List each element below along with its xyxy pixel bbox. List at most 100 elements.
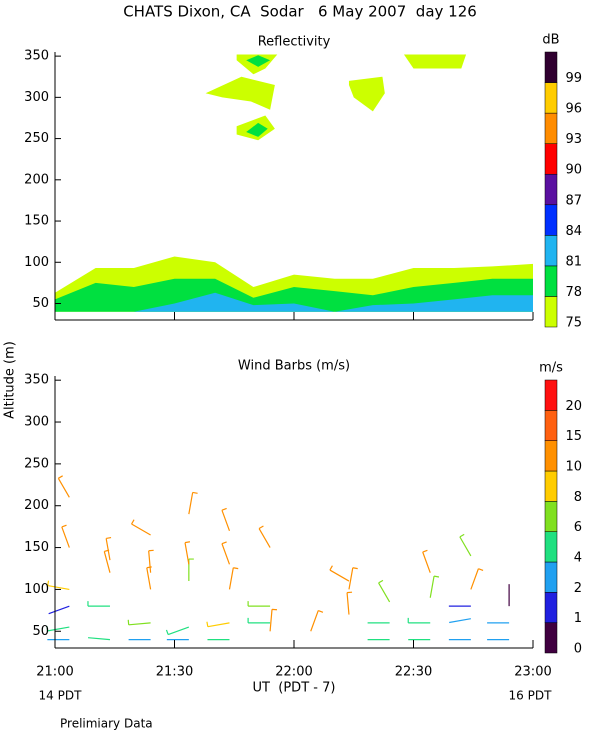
contour-region [246,122,268,137]
colorbar-label: dB [542,33,559,48]
contour-region [403,54,467,69]
colorbar-tick-label: 0 [574,642,582,657]
wind-barb [310,610,324,632]
wind-barb [188,558,194,582]
colorbar-box [544,440,558,472]
end-label: 16 PDT [509,689,553,703]
colorbar-label: m/s [539,361,563,376]
wind-barb [329,565,350,582]
x-tick-label: 21:30 [156,665,193,680]
y-tick-label: 150 [24,540,49,555]
wind-barb [429,575,440,598]
x-axis-label: UT (PDT - 7) [253,681,336,696]
wind-barb [258,525,271,548]
colorbar-box [544,501,558,532]
y-tick-label: 200 [24,172,49,187]
wind-barb [146,566,152,590]
wind-barb [131,519,151,536]
wind-barb [165,626,190,636]
colorbar-tick-label: 84 [565,224,582,239]
wind-barb [184,541,191,565]
x-tick-label: 21:00 [36,665,73,680]
wind-barb [206,621,230,628]
colorbar-tick-label: 90 [565,163,582,178]
wind-barb [148,549,154,573]
wind-barb [88,637,111,641]
contour-region [205,76,275,110]
contour-region [55,292,533,312]
wind-barb [228,567,239,590]
colorbar-tick-label: 8 [574,490,582,505]
wind-barb [48,605,70,615]
note: Prelimiary Data [60,717,153,731]
colorbar-box [544,112,558,144]
x-tick-label: 22:30 [395,665,432,680]
start-label: 14 PDT [39,689,83,703]
wind-barb [221,507,231,532]
colorbar-box [544,379,558,411]
colorbar-tick-label: 4 [574,551,582,566]
colorbar-tick-label: 93 [565,132,582,147]
wind-barb [247,601,271,607]
colorbar-tick-label: 87 [565,193,582,208]
colorbar-box [544,173,558,206]
colorbar-tick-label: 2 [574,581,582,596]
colorbar-box [544,265,558,297]
contour-region [246,55,271,67]
y-tick-label: 350 [24,373,49,388]
colorbar-box [544,622,558,654]
y-tick-label: 100 [24,582,49,597]
wind-barb [57,475,70,498]
contour-region [348,76,385,112]
colorbar-tick-label: 78 [565,285,582,300]
wind-barb [459,533,472,557]
wind-barb [127,619,151,626]
wind-barb [47,580,70,591]
wind-barb [407,617,431,624]
y-axis-label: Altitude (m) [3,341,18,419]
colorbar-box [544,235,558,267]
y-tick-label: 50 [32,624,49,639]
panel-title: Wind Barbs (m/s) [238,359,350,374]
wind-barb [221,541,231,565]
y-tick-label: 350 [24,49,49,64]
y-tick-label: 300 [24,415,49,430]
y-tick-label: 100 [24,255,49,270]
wind-barb [348,567,358,590]
panel-title: Reflectivity [258,35,331,50]
wind-barb [61,524,70,548]
x-tick-label: 22:00 [275,665,312,680]
wind-barb [470,568,484,590]
colorbar-box [544,592,558,623]
colorbar-box [544,470,558,502]
wind-barb [449,618,471,624]
colorbar-box [544,296,558,328]
colorbar-tick-label: 99 [565,71,582,86]
y-tick-label: 150 [24,214,49,229]
colorbar-box [544,531,558,563]
y-tick-label: 200 [24,498,49,513]
colorbar-tick-label: 81 [565,254,582,269]
colorbar-tick-label: 1 [574,611,582,626]
wind-barb [105,536,112,561]
colorbar-tick-label: 6 [574,520,582,535]
y-tick-label: 250 [24,456,49,471]
y-tick-label: 300 [24,90,49,105]
wind-barb [247,617,271,624]
colorbar-tick-label: 10 [565,460,582,475]
wind-barb [188,491,198,515]
wind-barb [269,608,278,632]
colorbar-tick-label: 75 [565,316,582,331]
y-tick-label: 50 [32,296,49,311]
wind-barb [378,579,391,603]
colorbar-box [544,51,558,83]
colorbar-box [544,204,558,236]
y-tick-label: 250 [24,131,49,146]
colorbar-box [544,561,558,593]
colorbar-tick-label: 96 [565,102,582,117]
colorbar-box [544,410,558,441]
wind-barb [422,549,431,573]
wind-barb [346,591,353,615]
colorbar-box [544,82,558,114]
